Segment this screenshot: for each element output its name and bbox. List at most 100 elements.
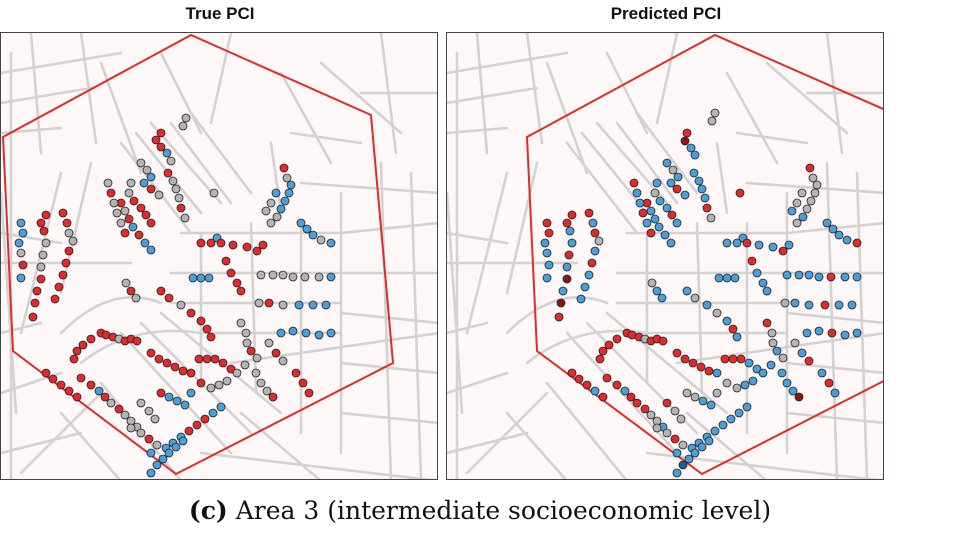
road <box>59 295 163 335</box>
pci-point-blue <box>666 178 676 188</box>
pci-point-gray <box>251 368 261 378</box>
pci-point-blue <box>798 212 808 222</box>
pci-point-blue <box>797 348 807 358</box>
pci-point-red <box>658 336 668 346</box>
road <box>825 161 839 479</box>
pci-point-blue <box>802 328 812 338</box>
pci-point-blue <box>694 176 704 186</box>
pci-point-gray <box>662 428 672 438</box>
pci-point-gray <box>152 440 162 450</box>
pci-point-blue <box>690 448 700 458</box>
pci-point-red <box>584 208 594 218</box>
study-area-boundary <box>525 33 883 476</box>
pci-point-blue <box>784 240 794 250</box>
pci-point-blue <box>754 240 764 250</box>
pci-point-red <box>218 358 228 368</box>
pci-point-blue <box>562 262 572 272</box>
pci-point-gray <box>64 228 74 238</box>
road <box>249 221 258 395</box>
pci-point-blue <box>620 386 630 396</box>
road <box>1 431 83 455</box>
pci-point-gray <box>268 270 278 280</box>
road <box>1 51 123 75</box>
pci-point-gray <box>668 165 678 175</box>
road <box>119 331 233 455</box>
pci-point-blue <box>680 190 690 200</box>
pci-point-red <box>612 334 622 344</box>
road <box>209 33 233 125</box>
road <box>79 329 203 365</box>
pci-point-blue <box>752 364 762 374</box>
pci-point-gray <box>68 236 78 246</box>
road <box>855 171 869 479</box>
pci-point-blue <box>768 242 778 252</box>
pci-point-gray <box>650 188 660 198</box>
pci-point-red <box>638 208 648 218</box>
pci-point-gray <box>171 184 181 194</box>
pci-point-blue <box>726 414 736 424</box>
pci-point-blue <box>158 454 168 464</box>
road <box>189 111 253 195</box>
pci-point-blue <box>804 300 814 310</box>
pci-point-red <box>170 362 180 372</box>
pci-point-blue <box>734 408 744 418</box>
road <box>825 33 844 155</box>
pci-point-red <box>279 163 289 173</box>
pci-point-blue <box>171 442 181 452</box>
pci-point-red <box>156 142 166 152</box>
pci-point-gray <box>810 188 820 198</box>
road <box>615 121 679 205</box>
pci-point-gray <box>136 158 146 168</box>
panel-title-predicted-pci: Predicted PCI <box>610 4 722 23</box>
pci-point-gray <box>797 188 807 198</box>
pci-point-red <box>156 388 166 398</box>
pci-point-red <box>202 324 212 334</box>
road <box>1 86 93 105</box>
pci-point-red <box>163 168 173 178</box>
road <box>545 381 628 479</box>
pci-point-red <box>114 404 124 414</box>
pci-point-red <box>69 354 79 364</box>
pci-point-red <box>735 188 745 198</box>
pci-point-blue <box>590 386 600 396</box>
pci-point-red <box>728 324 738 334</box>
pci-point-blue <box>852 328 862 338</box>
pci-point-gray <box>36 262 46 272</box>
pci-point-blue <box>296 218 306 228</box>
pci-point-red <box>672 184 682 194</box>
road <box>735 131 809 145</box>
pci-point-blue <box>284 188 294 198</box>
pci-point-blue <box>544 260 554 270</box>
pci-point-blue <box>326 272 336 282</box>
pci-point-red <box>702 203 712 213</box>
pci-point-blue <box>834 300 844 310</box>
pci-point-gray <box>710 108 720 118</box>
pci-point-blue <box>787 206 797 216</box>
pci-point-red <box>728 354 738 364</box>
pci-point-red <box>18 260 28 270</box>
pci-point-gray <box>316 235 326 245</box>
pci-point-gray <box>236 318 246 328</box>
panel-title-true-pci: True PCI <box>185 4 255 23</box>
pci-point-red <box>146 218 156 228</box>
pci-point-blue <box>652 178 662 188</box>
road <box>239 411 321 479</box>
pci-point-gray <box>288 272 298 282</box>
road <box>505 295 609 335</box>
pci-point-blue <box>660 230 670 240</box>
map-panel-true-pci <box>0 32 438 480</box>
pci-point-red <box>196 378 206 388</box>
road <box>505 161 539 295</box>
road <box>525 33 544 145</box>
pci-point-blue <box>822 218 832 228</box>
pci-point-red <box>162 358 172 368</box>
pci-point-red <box>736 354 746 364</box>
pci-point-blue <box>308 300 318 310</box>
pci-point-blue <box>326 238 336 248</box>
pci-point-blue <box>280 196 290 206</box>
road <box>319 61 403 135</box>
pci-point-red <box>48 374 58 384</box>
pci-point-red <box>824 378 834 388</box>
road <box>580 131 649 215</box>
pci-point-blue <box>830 388 840 398</box>
